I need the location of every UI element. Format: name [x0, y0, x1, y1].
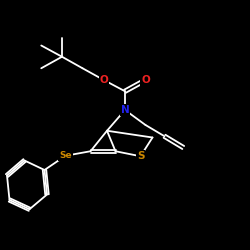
- Text: O: O: [100, 75, 108, 85]
- Text: O: O: [141, 75, 150, 85]
- Text: N: N: [120, 105, 130, 115]
- Text: Se: Se: [59, 151, 72, 160]
- Text: S: S: [137, 151, 144, 161]
